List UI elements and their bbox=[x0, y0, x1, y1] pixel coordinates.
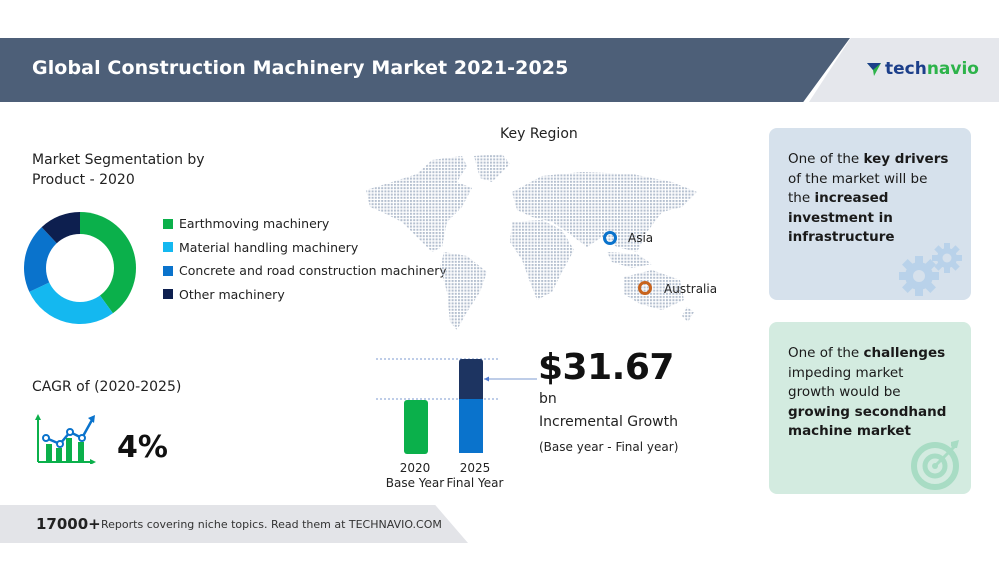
asia-pin-label: Asia bbox=[628, 231, 654, 245]
legend-swatch bbox=[163, 218, 173, 229]
footer-text: Reports covering niche topics. Read them… bbox=[101, 518, 442, 531]
growth-chart-icon bbox=[35, 414, 96, 464]
key-region-title: Key Region bbox=[500, 126, 578, 142]
logo-text-tech: tech bbox=[884, 59, 927, 79]
bar-2025-base bbox=[459, 399, 483, 453]
incremental-growth-value: $31.67 bbox=[538, 347, 674, 388]
card-text-bold: key drivers bbox=[863, 151, 949, 167]
segmentation-title: Market Segmentation by Product - 2020 bbox=[32, 150, 232, 190]
bar-year: 2025 bbox=[459, 461, 491, 475]
card-text-bold: challenges bbox=[863, 345, 946, 361]
bar-2020 bbox=[404, 400, 428, 454]
australia-pin-icon bbox=[638, 281, 652, 295]
bar-caption: Final Year bbox=[446, 476, 504, 490]
legend-swatch bbox=[163, 289, 173, 300]
segmentation-donut-chart bbox=[24, 212, 136, 324]
legend-item-material-handling: Material handling machinery bbox=[163, 236, 447, 260]
bar-year: 2020 bbox=[399, 461, 431, 475]
segmentation-title-line1: Market Segmentation by bbox=[32, 152, 205, 168]
gears-icon bbox=[899, 243, 962, 296]
legend-swatch bbox=[163, 265, 173, 276]
header-banner: Global Construction Machinery Market 202… bbox=[0, 38, 999, 102]
incremental-growth-sublabel: (Base year - Final year) bbox=[539, 440, 679, 454]
card-text: impeding market growth would be bbox=[788, 364, 904, 401]
footer-report-count: 17000+ bbox=[36, 515, 101, 533]
footer-banner[interactable]: 17000+ Reports covering niche topics. Re… bbox=[0, 505, 468, 543]
bar-label-2025: 2025 Final Year bbox=[440, 461, 510, 491]
incremental-growth-unit: bn bbox=[539, 391, 557, 407]
bar-caption: Base Year bbox=[385, 476, 445, 490]
legend-item-other: Other machinery bbox=[163, 283, 447, 307]
key-drivers-card: One of the key drivers of the market wil… bbox=[769, 128, 971, 300]
card-text: of the market will be the bbox=[788, 170, 928, 207]
card-text-bold: growing secondhand machine market bbox=[788, 403, 947, 440]
world-map-dotted bbox=[366, 154, 697, 330]
technavio-arrow-icon bbox=[866, 62, 881, 76]
logo-text-navio: navio bbox=[926, 59, 979, 79]
legend-label: Concrete and road construction machinery bbox=[179, 263, 447, 279]
header-background bbox=[0, 38, 850, 102]
segmentation-legend: Earthmoving machinery Material handling … bbox=[163, 212, 447, 306]
incremental-growth-label: Incremental Growth bbox=[539, 414, 678, 430]
asia-pin-icon bbox=[603, 231, 617, 245]
card-text-bold: increased investment in infrastructure bbox=[788, 190, 895, 245]
bar-label-2020: 2020 Base Year bbox=[380, 461, 450, 491]
legend-item-earthmoving: Earthmoving machinery bbox=[163, 212, 447, 236]
segmentation-title-line2: Product - 2020 bbox=[32, 172, 135, 188]
incremental-growth-bar-chart bbox=[376, 358, 537, 454]
technavio-logo[interactable]: tech navio bbox=[866, 59, 979, 79]
legend-item-concrete-road: Concrete and road construction machinery bbox=[163, 259, 447, 283]
card-text: One of the bbox=[788, 345, 864, 361]
cagr-label: CAGR of (2020-2025) bbox=[32, 379, 182, 395]
legend-label: Other machinery bbox=[179, 286, 285, 302]
bar-2025-growth bbox=[459, 359, 483, 399]
challenges-card: One of the challenges impeding market gr… bbox=[769, 322, 971, 494]
legend-label: Earthmoving machinery bbox=[179, 216, 330, 232]
australia-pin-label: Australia bbox=[664, 282, 718, 296]
legend-label: Material handling machinery bbox=[179, 239, 359, 255]
legend-swatch bbox=[163, 242, 173, 253]
target-icon bbox=[911, 440, 959, 490]
page-title: Global Construction Machinery Market 202… bbox=[32, 57, 569, 79]
cagr-value: 4% bbox=[117, 430, 168, 465]
card-text: One of the bbox=[788, 151, 864, 167]
